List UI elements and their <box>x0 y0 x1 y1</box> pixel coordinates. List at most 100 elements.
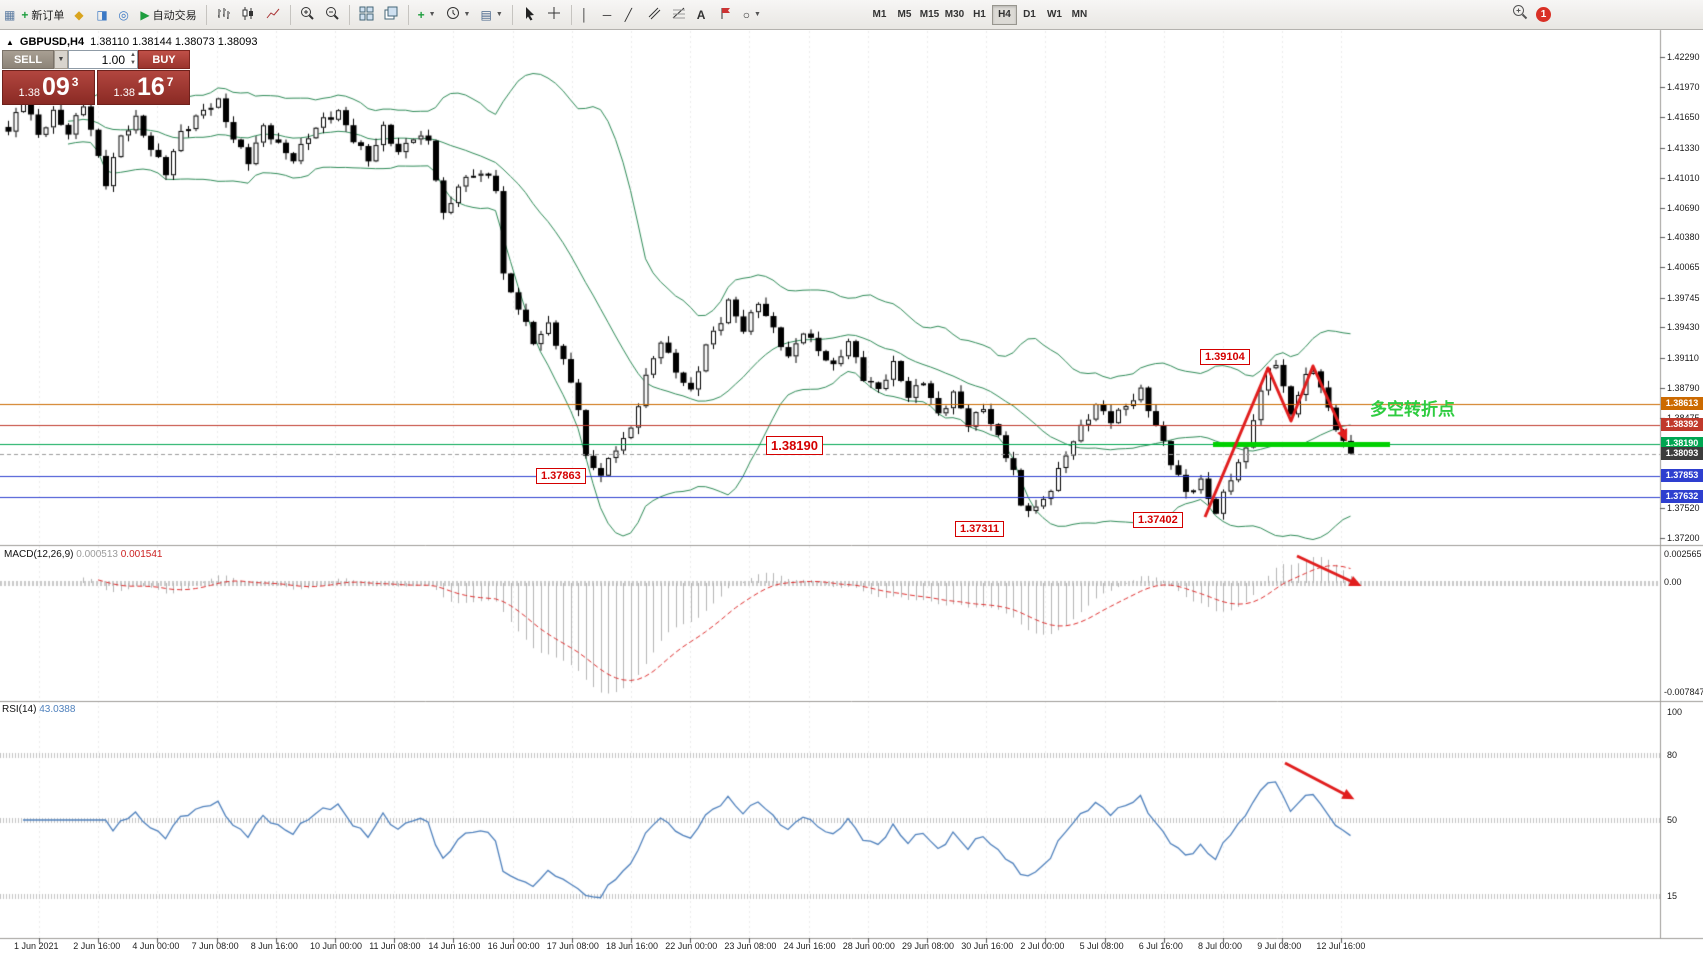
buy-price-panel[interactable]: 1.38 16 7 <box>97 70 190 105</box>
volume-spinner[interactable]: ▲ ▼ <box>130 51 136 67</box>
candlestick-chart-icon <box>241 6 256 24</box>
timeframe-toolbar: M1 M5 M15 M30 H1 H4 D1 W1 MN <box>867 4 1092 25</box>
auto-trading-icon: ▶ <box>140 7 150 22</box>
text-label-button[interactable]: A <box>693 4 713 26</box>
chart-header: ▲ GBPUSD,H4 1.38110 1.38144 1.38073 1.38… <box>6 36 258 48</box>
timeframe-button-m5[interactable]: M5 <box>892 5 917 25</box>
toolbar-right-group: 1 <box>1512 4 1551 25</box>
zoom-out-icon <box>325 6 340 24</box>
market-watch-button[interactable]: ◆ <box>70 4 90 26</box>
timeframe-button-m1[interactable]: M1 <box>867 5 892 25</box>
templates-button[interactable]: ▤ ▼ <box>476 4 506 26</box>
timeframe-button-mn[interactable]: MN <box>1067 5 1092 25</box>
ohlc-values: 1.38110 1.38144 1.38073 1.38093 <box>90 36 258 48</box>
chevron-down-icon: ▼ <box>428 11 436 18</box>
fibonacci-button[interactable] <box>668 4 691 26</box>
trendline-icon: ╱ <box>624 7 632 22</box>
timeframe-button-m30[interactable]: M30 <box>942 5 967 25</box>
spin-up-icon[interactable]: ▲ <box>130 52 136 58</box>
data-window-icon: ◨ <box>96 7 108 22</box>
shapes-button[interactable]: ○ ▼ <box>739 4 765 26</box>
chevron-down-icon: ▼ <box>463 11 471 18</box>
sell-price-panel[interactable]: 1.38 09 3 <box>2 70 95 105</box>
trendline-button[interactable]: ╱ <box>621 4 641 26</box>
crosshair-icon <box>547 6 562 24</box>
timeframe-button-h1[interactable]: H1 <box>967 5 992 25</box>
cursor-button[interactable] <box>518 4 541 26</box>
line-chart-button[interactable] <box>262 4 285 26</box>
new-order-button[interactable]: + 新订单 <box>17 4 68 26</box>
channel-button[interactable] <box>643 4 666 26</box>
macd-value-main: 0.000513 <box>76 549 118 560</box>
navigator-button[interactable]: ◎ <box>114 4 134 26</box>
buy-price-sup: 7 <box>166 75 174 89</box>
notification-badge[interactable]: 1 <box>1536 7 1551 22</box>
macd-value-signal: 0.001541 <box>120 549 163 560</box>
tile-windows-button[interactable] <box>355 4 378 26</box>
toolbar-separator <box>205 4 207 25</box>
app-window-icon: ▦ <box>4 7 16 22</box>
buy-price-big: 16 <box>136 73 165 101</box>
vertical-line-icon: │ <box>580 7 589 22</box>
sell-price-big: 09 <box>41 73 70 101</box>
horizontal-line-button[interactable]: ─ <box>599 4 619 26</box>
add-indicator-icon: + <box>417 7 425 22</box>
chevron-down-icon: ▼ <box>754 11 761 18</box>
timeframe-button-h4[interactable]: H4 <box>991 4 1017 25</box>
cursor-icon <box>522 6 537 24</box>
volume-value: 1.00 <box>101 52 125 67</box>
buy-price-small: 1.38 <box>113 87 135 99</box>
crosshair-button[interactable] <box>543 4 566 26</box>
navigator-icon: ◎ <box>118 7 129 22</box>
zoom-out-button[interactable] <box>321 4 344 26</box>
fibonacci-icon <box>672 6 687 24</box>
data-window-button[interactable]: ◨ <box>92 4 112 26</box>
text-icon: A <box>696 7 706 22</box>
zoom-in-icon <box>300 6 315 24</box>
one-click-trading-panel: SELL ▼ 1.00 ▲ ▼ BUY 1.38 09 3 1.38 16 7 <box>2 50 190 105</box>
cascade-windows-button[interactable] <box>380 4 403 26</box>
channel-icon <box>647 6 662 24</box>
timeframe-button-d1[interactable]: D1 <box>1017 5 1042 25</box>
zoom-in-button[interactable] <box>296 4 319 26</box>
arrow-label-button[interactable] <box>715 4 737 26</box>
template-icon: ▤ <box>480 7 492 22</box>
new-order-icon: + <box>21 7 29 22</box>
trade-prices-row: 1.38 09 3 1.38 16 7 <box>2 70 190 105</box>
rsi-value: 43.0388 <box>39 704 76 715</box>
symbol-period-label: GBPUSD,H4 <box>19 36 85 48</box>
clock-icon <box>446 6 460 23</box>
buy-button[interactable]: BUY <box>138 50 190 69</box>
shapes-icon: ○ <box>742 7 751 22</box>
search-icon[interactable] <box>1512 4 1528 25</box>
bar-chart-button[interactable] <box>212 4 235 26</box>
vertical-line-button[interactable]: │ <box>577 4 597 26</box>
tile-windows-icon <box>359 6 374 24</box>
line-chart-icon <box>266 6 281 24</box>
bar-chart-icon <box>216 6 231 24</box>
timeframe-button-m15[interactable]: M15 <box>917 5 942 25</box>
sell-price-sup: 3 <box>71 75 79 89</box>
candlestick-chart-button[interactable] <box>237 4 260 26</box>
periods-button[interactable]: ▼ <box>442 4 475 26</box>
sell-price-small: 1.38 <box>18 87 40 99</box>
new-order-label: 新订单 <box>31 9 65 22</box>
collapse-triangle-icon[interactable]: ▲ <box>6 37 14 47</box>
auto-trading-label: 自动交易 <box>152 9 197 22</box>
toolbar-separator <box>570 4 572 25</box>
indicators-button[interactable]: + ▼ <box>414 4 440 26</box>
trade-controls-row: SELL ▼ 1.00 ▲ ▼ BUY <box>2 50 190 69</box>
spin-down-icon[interactable]: ▼ <box>130 60 136 66</box>
volume-dropdown-button[interactable]: ▼ <box>54 50 68 69</box>
sell-button[interactable]: SELL <box>2 50 54 69</box>
timeframe-button-w1[interactable]: W1 <box>1042 5 1067 25</box>
toolbar-separator <box>511 4 513 25</box>
volume-input[interactable]: 1.00 ▲ ▼ <box>68 50 138 69</box>
macd-name: MACD(12,26,9) <box>4 549 74 560</box>
toolbar-separator <box>289 4 291 25</box>
auto-trading-button[interactable]: ▶ 自动交易 <box>136 4 200 26</box>
flag-icon <box>719 6 733 23</box>
rsi-name: RSI(14) <box>2 704 37 715</box>
